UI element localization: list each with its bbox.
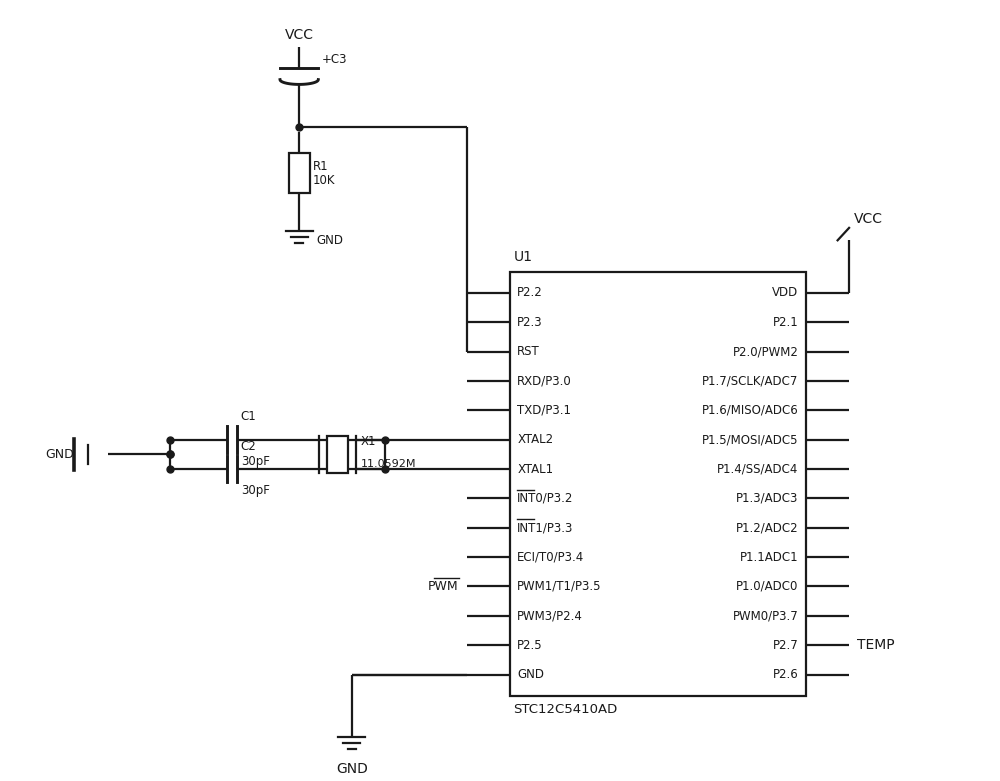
Text: INT1/P3.3: INT1/P3.3 [517, 521, 574, 534]
Bar [327, 436, 348, 473]
Text: PWM3/P2.4: PWM3/P2.4 [517, 609, 583, 622]
Text: X1: X1 [360, 435, 376, 448]
Text: P2.7: P2.7 [773, 639, 798, 651]
Text: 30pF: 30pF [241, 455, 270, 468]
Text: 11.0592M: 11.0592M [360, 459, 416, 469]
Text: GND: GND [45, 448, 74, 461]
Text: PWM1/T1/P3.5: PWM1/T1/P3.5 [517, 580, 602, 593]
Text: P2.5: P2.5 [517, 639, 543, 651]
Text: P1.4/SS/ADC4: P1.4/SS/ADC4 [717, 462, 798, 476]
Text: U1: U1 [513, 250, 532, 264]
Text: GND: GND [316, 234, 343, 247]
Bar [289, 153, 310, 193]
Text: XTAL2: XTAL2 [517, 433, 553, 446]
Text: GND: GND [517, 668, 544, 681]
Text: P2.1: P2.1 [773, 316, 798, 329]
Text: RST: RST [517, 345, 540, 358]
Text: P1.7/SCLK/ADC7: P1.7/SCLK/ADC7 [702, 374, 798, 387]
Text: P1.1ADC1: P1.1ADC1 [740, 551, 798, 564]
Text: P1.0/ADC0: P1.0/ADC0 [736, 580, 798, 593]
Text: 30pF: 30pF [241, 484, 270, 497]
Text: P1.6/MISO/ADC6: P1.6/MISO/ADC6 [702, 404, 798, 417]
Text: TXD/P3.1: TXD/P3.1 [517, 404, 571, 417]
Text: ECI/T0/P3.4: ECI/T0/P3.4 [517, 551, 584, 564]
Text: PWM0/P3.7: PWM0/P3.7 [733, 609, 798, 622]
Text: XTAL1: XTAL1 [517, 462, 553, 476]
Text: P2.2: P2.2 [517, 287, 543, 299]
Text: P2.3: P2.3 [517, 316, 543, 329]
Text: C1: C1 [241, 411, 257, 423]
Text: P1.5/MOSI/ADC5: P1.5/MOSI/ADC5 [702, 433, 798, 446]
Bar [510, 272, 806, 696]
Text: RXD/P3.0: RXD/P3.0 [517, 374, 572, 387]
Text: GND: GND [336, 761, 368, 776]
Text: INT0/P3.2: INT0/P3.2 [517, 492, 574, 505]
Text: VCC: VCC [854, 212, 883, 226]
Text: P1.2/ADC2: P1.2/ADC2 [736, 521, 798, 534]
Text: R1: R1 [313, 159, 328, 173]
Text: P2.0/PWM2: P2.0/PWM2 [733, 345, 798, 358]
Text: STC12C5410AD: STC12C5410AD [513, 703, 618, 716]
Text: 10K: 10K [313, 174, 335, 187]
Text: PWM: PWM [428, 580, 459, 593]
Text: TEMP: TEMP [857, 638, 894, 652]
Text: C2: C2 [241, 440, 257, 453]
Text: +C3: +C3 [322, 53, 348, 66]
Text: P1.3/ADC3: P1.3/ADC3 [736, 492, 798, 505]
Text: P2.6: P2.6 [773, 668, 798, 681]
Text: VDD: VDD [772, 287, 798, 299]
Text: VCC: VCC [285, 28, 314, 42]
